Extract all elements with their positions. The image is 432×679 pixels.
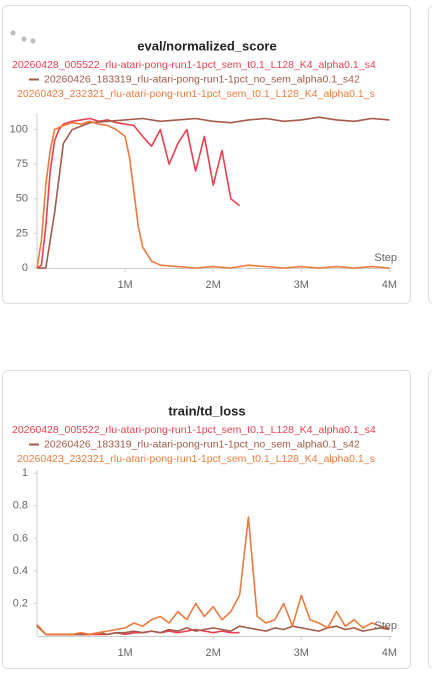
legend-entry: 20260423_232321_rlu-atari-pong-run1-1pct… (17, 453, 375, 465)
panel (2, 370, 411, 669)
series-line (36, 516, 390, 636)
y-tick-label: 100 (10, 124, 28, 136)
legend-entry: 20260428_005522_rlu-atari-pong-run1-1pct… (12, 59, 376, 71)
x-axis-label: Step (374, 620, 397, 632)
x-tick-label: 2M (206, 647, 221, 659)
panel-partial (428, 5, 432, 304)
y-tick-label: 0 (22, 262, 28, 274)
y-tick-label: 25 (16, 227, 28, 239)
y-tick-label: 0.4 (13, 565, 28, 577)
chart-title: eval/normalized_score (137, 38, 276, 53)
y-tick-label: 75 (16, 158, 28, 170)
chart-title: train/td_loss (168, 403, 245, 418)
legend-entry: 20260423_232321_rlu-atari-pong-run1-1pct… (17, 88, 375, 100)
y-tick-label: 0.8 (13, 500, 28, 512)
y-tick-label: 50 (16, 193, 28, 205)
y-tick-label: 1 (22, 467, 28, 479)
legend-entry: 20260426_183319_rlu-atari-pong-run1-1pct… (44, 73, 360, 85)
x-tick-label: 3M (294, 279, 309, 291)
x-tick-label: 2M (206, 279, 221, 291)
x-axis-label: Step (374, 252, 397, 264)
plots: eval/normalized_score 20260428_005522_rlu… (10, 38, 397, 658)
y-tick-label: 0.6 (13, 532, 28, 544)
x-tick-label: 4M (382, 279, 397, 291)
x-tick-label: 1M (117, 647, 132, 659)
panel-partial (428, 370, 432, 669)
legend-entry: 20260428_005522_rlu-atari-pong-run1-1pct… (12, 424, 376, 436)
series-line (37, 116, 390, 269)
panel (2, 5, 411, 304)
y-tick-label: 0.2 (13, 597, 28, 609)
x-tick-label: 3M (294, 647, 309, 659)
series-line (36, 117, 241, 269)
legend-entry: 20260426_183319_rlu-atari-pong-run1-1pct… (44, 438, 360, 450)
x-tick-label: 4M (382, 647, 397, 659)
loading-dots (10, 30, 36, 44)
series-line (36, 120, 390, 269)
x-tick-label: 1M (117, 279, 132, 291)
